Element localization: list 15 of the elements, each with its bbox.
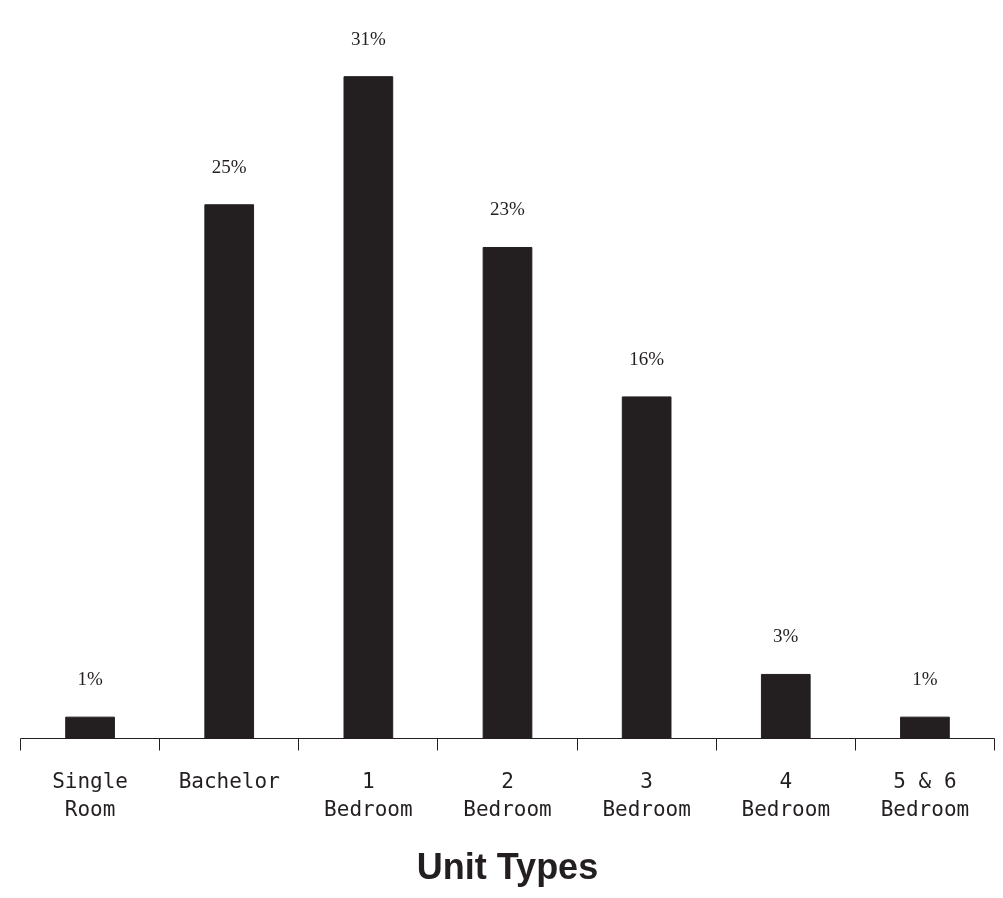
data-label: 1% <box>912 668 938 690</box>
data-label: 23% <box>490 198 526 220</box>
x-tick-label: 4 Bedroom <box>741 768 831 822</box>
x-tick-label: Single Room <box>52 768 128 822</box>
data-label: 3% <box>773 625 799 647</box>
x-tick-label: Bachelor <box>178 768 280 793</box>
x-axis-title: Unit Types <box>416 846 599 888</box>
data-label: 25% <box>211 155 247 177</box>
x-tick-label: 2 Bedroom <box>463 768 552 822</box>
x-tick-label: 1 Bedroom <box>324 768 413 822</box>
data-label: 16% <box>629 347 665 369</box>
data-label: 1% <box>77 668 103 690</box>
x-tick-label: 3 Bedroom <box>602 768 691 822</box>
data-label: 31% <box>350 27 386 49</box>
x-tick-label: 5 & 6 Bedroom <box>880 768 970 822</box>
